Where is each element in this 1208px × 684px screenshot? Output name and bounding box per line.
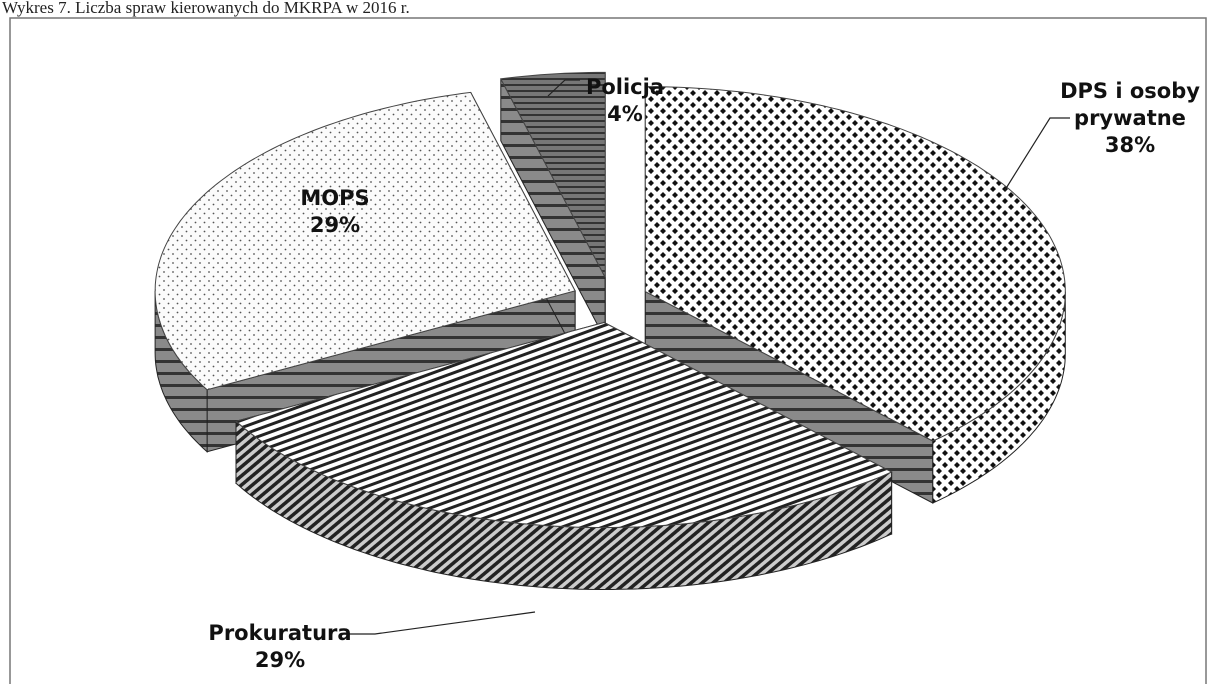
slice <box>234 321 893 590</box>
slice <box>154 91 576 453</box>
frame <box>9 17 1207 684</box>
slice <box>500 71 606 340</box>
slice-label: Prokuratura 29% <box>190 620 370 674</box>
slice-label: Policja 4% <box>535 74 715 128</box>
category-name: Prokuratura <box>208 621 352 645</box>
leader-line <box>547 79 580 97</box>
slice-top <box>234 321 893 528</box>
slice-top <box>644 86 1066 442</box>
leader-line <box>345 611 536 635</box>
slice-top <box>500 71 606 278</box>
category-name: MOPS <box>300 186 370 210</box>
slice-label: MOPS 29% <box>245 185 425 239</box>
slice-label: DPS i osoby prywatne 38% <box>1055 78 1205 159</box>
value-label: 4% <box>607 102 643 126</box>
value-label: 38% <box>1104 133 1156 157</box>
leader-line <box>1004 117 1070 191</box>
value-label: 29% <box>254 648 306 672</box>
chart-title: Wykres 7. Liczba spraw kierowanych do MK… <box>2 0 410 17</box>
slice <box>644 86 1066 504</box>
category-name: Policja <box>585 75 665 99</box>
slice-top <box>154 91 576 391</box>
category-name: DPS i osoby prywatne <box>1060 79 1200 130</box>
value-label: 29% <box>309 213 361 237</box>
